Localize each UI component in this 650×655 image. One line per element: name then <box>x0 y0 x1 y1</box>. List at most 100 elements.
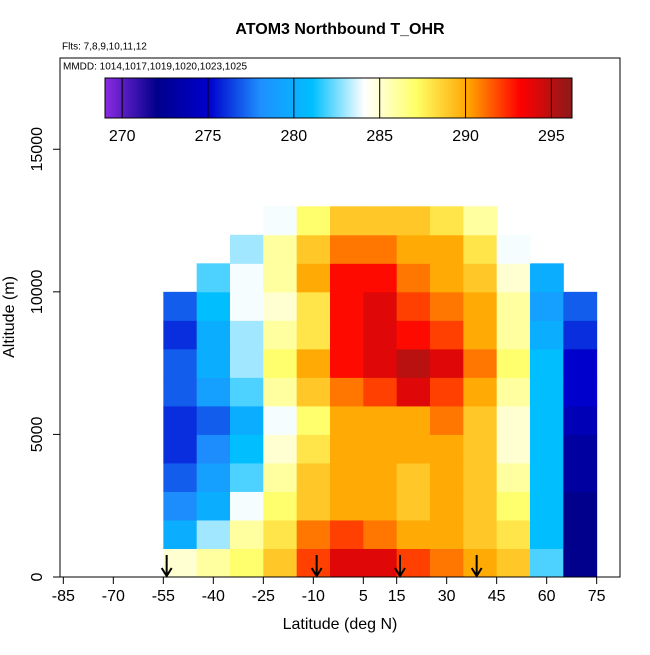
heat-cell <box>163 462 198 492</box>
heat-cell <box>163 320 198 350</box>
heat-cell <box>463 548 498 578</box>
colorbar-tick-label: 295 <box>538 128 565 145</box>
heat-cell <box>230 434 264 464</box>
y-tick-label: 0 <box>29 572 46 581</box>
heat-cell <box>363 462 398 492</box>
heat-cell <box>330 234 364 264</box>
heat-cell <box>463 405 498 435</box>
heat-cell <box>530 320 564 350</box>
heat-cell <box>363 320 398 350</box>
heat-cell <box>363 291 398 321</box>
heat-cell <box>396 206 431 236</box>
heat-cell <box>530 348 564 378</box>
heat-cell <box>396 405 431 435</box>
heat-cell <box>463 434 498 464</box>
heat-cell <box>430 348 464 378</box>
x-axis-title: Latitude (deg N) <box>283 616 398 633</box>
heat-cell <box>563 434 598 464</box>
x-tick-label: 15 <box>388 588 406 605</box>
heat-cell <box>396 434 431 464</box>
heat-cell <box>430 491 464 521</box>
heat-cell <box>263 405 298 435</box>
heat-cell <box>463 291 498 321</box>
heat-cell <box>196 462 231 492</box>
heat-cell <box>530 434 564 464</box>
heat-cell <box>230 462 264 492</box>
heat-cell <box>330 405 364 435</box>
heat-cell <box>163 519 198 549</box>
chart-title: ATOM3 Northbound T_OHR <box>235 21 445 38</box>
heat-cell <box>530 405 564 435</box>
heat-cell <box>363 434 398 464</box>
heat-cell <box>396 377 431 407</box>
heat-cell <box>196 548 231 578</box>
heat-cell <box>463 206 498 236</box>
heat-cell <box>563 320 598 350</box>
heat-cell <box>230 405 264 435</box>
heat-cell <box>430 377 464 407</box>
heat-cell <box>563 405 598 435</box>
heat-cell <box>196 405 231 435</box>
heat-cell <box>363 491 398 521</box>
colorbar <box>104 77 573 119</box>
heat-cell <box>230 548 264 578</box>
flight-arrow-head <box>394 567 406 578</box>
heat-cell <box>363 348 398 378</box>
x-tick-label: -70 <box>102 588 125 605</box>
heat-cell <box>330 291 364 321</box>
heat-cell <box>463 377 498 407</box>
heat-cell <box>330 263 364 293</box>
heat-cell <box>330 462 364 492</box>
heat-cell <box>230 491 264 521</box>
heat-cell <box>563 462 598 492</box>
heat-cell <box>430 519 464 549</box>
heat-cell <box>230 377 264 407</box>
x-tick-label: 30 <box>438 588 456 605</box>
heat-cell <box>196 263 231 293</box>
colorbar-tick-label: 290 <box>452 128 479 145</box>
heat-cell <box>496 234 531 264</box>
heat-cell <box>430 234 464 264</box>
colorbar-tick-label: 270 <box>109 128 136 145</box>
heat-cell <box>296 377 331 407</box>
heat-cell <box>396 519 431 549</box>
heat-cell <box>496 434 531 464</box>
heat-cell <box>330 206 364 236</box>
heat-cell <box>530 377 564 407</box>
x-tick-label: 60 <box>538 588 556 605</box>
x-tick-label: -40 <box>202 588 225 605</box>
heat-cell <box>463 491 498 521</box>
heat-cell <box>230 291 264 321</box>
heat-cell <box>430 548 464 578</box>
heat-cell <box>330 548 364 578</box>
heat-cell <box>496 491 531 521</box>
heat-cell <box>196 434 231 464</box>
heat-cell <box>296 548 331 578</box>
heat-cell <box>330 519 364 549</box>
heat-cell <box>396 348 431 378</box>
y-axis-title: Altitude (m) <box>1 276 18 358</box>
heat-cell <box>496 462 531 492</box>
heat-cell <box>263 263 298 293</box>
heat-cell <box>296 405 331 435</box>
heat-cell <box>296 434 331 464</box>
heat-cell <box>396 320 431 350</box>
x-tick-label: 75 <box>588 588 606 605</box>
heat-cell <box>263 348 298 378</box>
y-tick-label: 5000 <box>29 417 46 453</box>
heat-cell <box>496 348 531 378</box>
heat-cell <box>396 462 431 492</box>
heat-cell <box>430 320 464 350</box>
heat-cell <box>463 348 498 378</box>
colorbar-tick-label: 285 <box>366 128 393 145</box>
x-tick-label: -55 <box>152 588 175 605</box>
heat-cell <box>530 491 564 521</box>
heat-cell <box>263 434 298 464</box>
y-tick-label: 15000 <box>29 127 46 172</box>
heat-cell <box>496 519 531 549</box>
heat-cell <box>263 519 298 549</box>
heat-cell <box>430 405 464 435</box>
heat-cell <box>496 377 531 407</box>
x-tick-label: -25 <box>252 588 275 605</box>
